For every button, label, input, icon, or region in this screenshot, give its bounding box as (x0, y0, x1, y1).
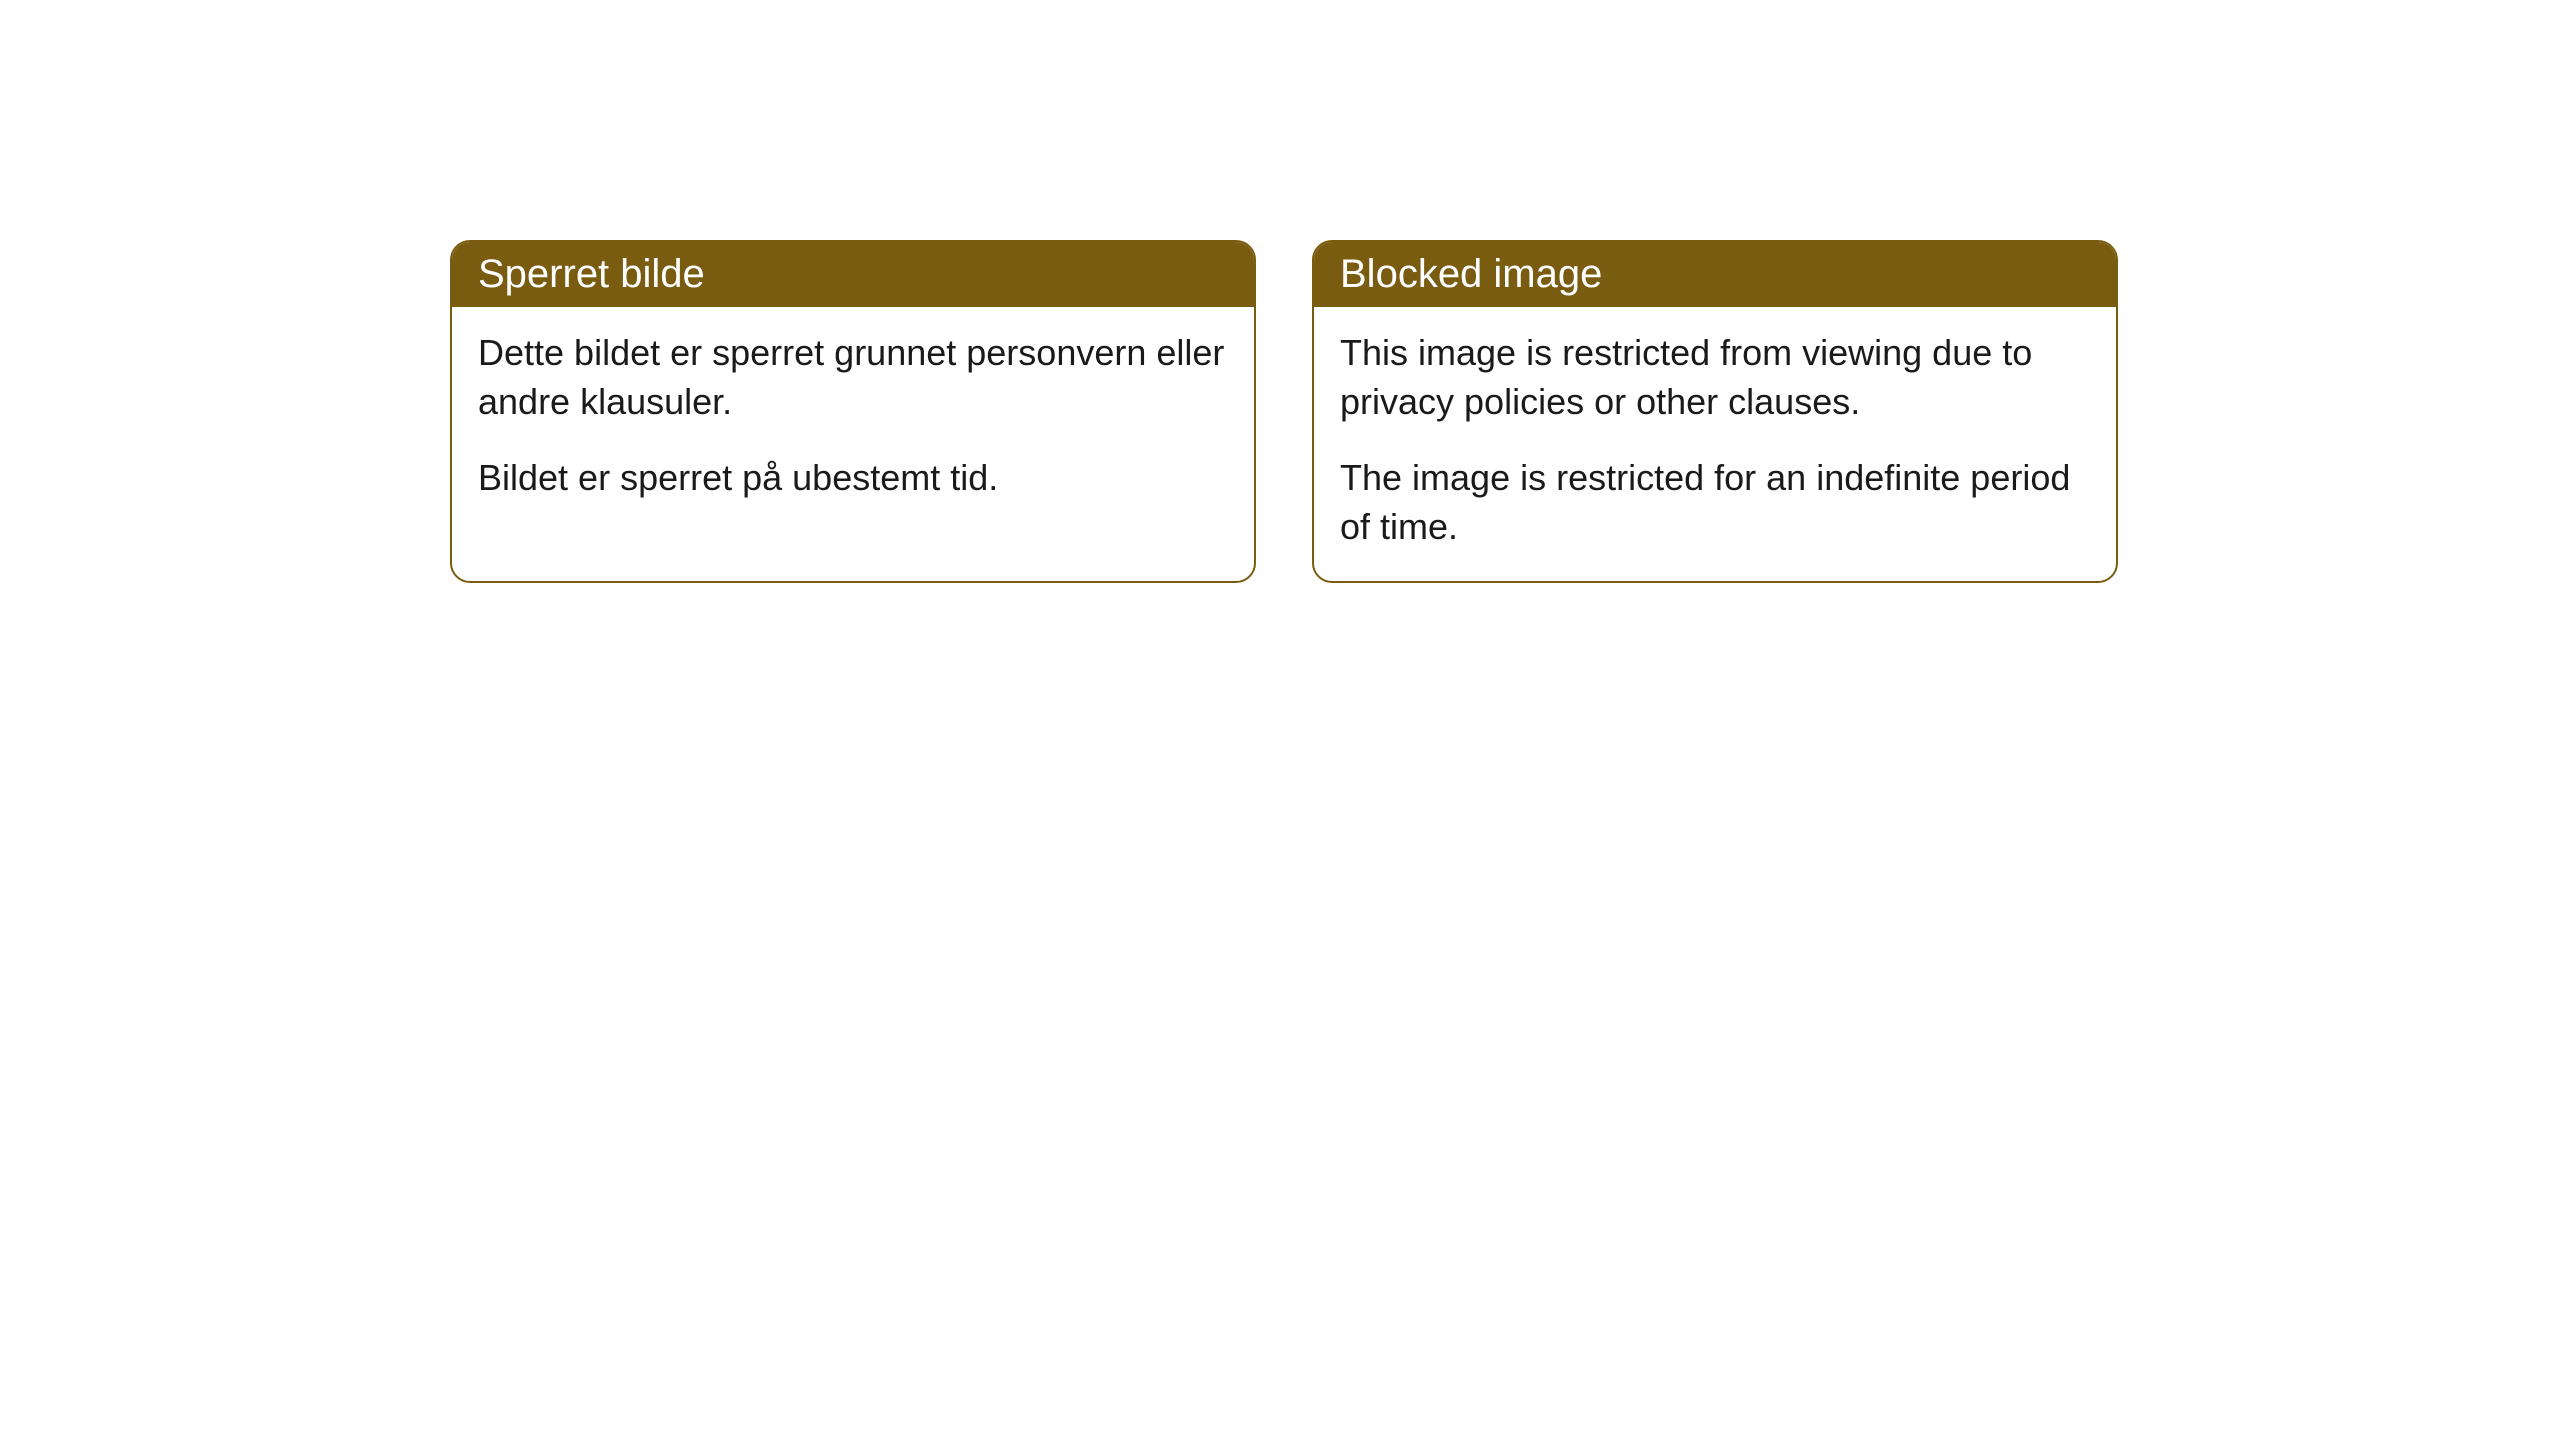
card-header-norwegian: Sperret bilde (452, 242, 1254, 307)
notice-card-english: Blocked image This image is restricted f… (1312, 240, 2118, 583)
card-body-norwegian: Dette bildet er sperret grunnet personve… (452, 307, 1254, 533)
notice-text: Bildet er sperret på ubestemt tid. (478, 454, 1228, 503)
notice-text: Dette bildet er sperret grunnet personve… (478, 329, 1228, 426)
card-body-english: This image is restricted from viewing du… (1314, 307, 2116, 581)
notice-text: This image is restricted from viewing du… (1340, 329, 2090, 426)
card-header-english: Blocked image (1314, 242, 2116, 307)
notice-text: The image is restricted for an indefinit… (1340, 454, 2090, 551)
notice-container: Sperret bilde Dette bildet er sperret gr… (0, 0, 2560, 583)
notice-card-norwegian: Sperret bilde Dette bildet er sperret gr… (450, 240, 1256, 583)
